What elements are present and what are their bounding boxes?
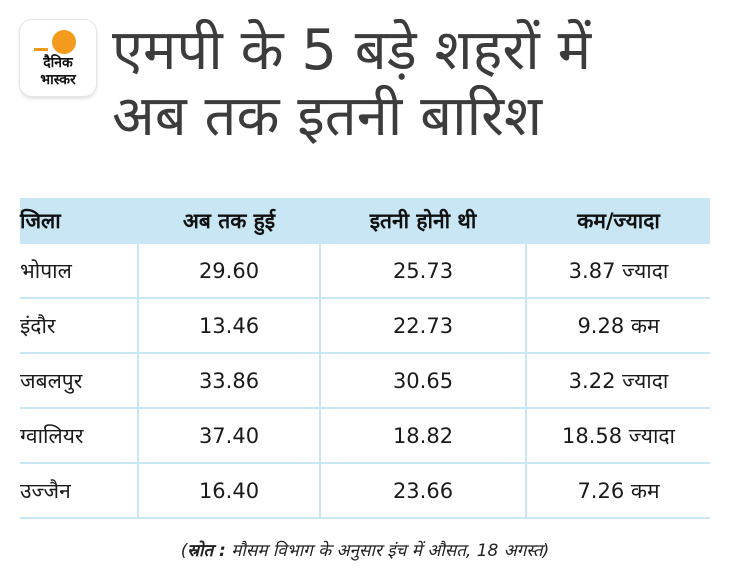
dainik-bhaskar-logo: दैनिक भास्कर: [20, 20, 96, 96]
received-cell: 33.86: [137, 353, 320, 408]
header-expected: इतनी होनी थी: [319, 198, 526, 244]
source-footnote: (स्रोत : मौसम विभाग के अनुसार इंच में औस…: [180, 541, 550, 561]
district-cell: उज्जैन: [20, 478, 71, 503]
logo-line1: दैनिक: [42, 54, 74, 71]
sun-icon: [52, 30, 76, 54]
table-row: उज्जैन 16.40 23.66 7.26 कम: [20, 463, 710, 518]
title-line-2: अब तक इतनी बारिश: [112, 84, 543, 149]
district-cell: इंदौर: [20, 313, 56, 338]
district-cell: जबलपुर: [20, 368, 83, 393]
received-cell: 37.40: [137, 408, 320, 463]
district-cell: भोपाल: [20, 258, 72, 283]
received-cell: 13.46: [137, 298, 320, 353]
rainfall-table: जिला अब तक हुई इतनी होनी थी कम/ज्यादा भो…: [20, 198, 710, 519]
header-received: अब तक हुई: [137, 198, 320, 244]
expected-cell: 22.73: [319, 298, 526, 353]
difference-cell: 7.26 कम: [525, 463, 710, 518]
received-cell: 29.60: [137, 244, 320, 298]
received-cell: 16.40: [137, 463, 320, 518]
footnote-label: स्रोत :: [187, 541, 226, 561]
table-row: ग्वालियर 37.40 18.82 18.58 ज्यादा: [20, 408, 710, 463]
header-difference: कम/ज्यादा: [525, 198, 710, 244]
page-title: एमपी के 5 बड़े शहरों में अब तक इतनी बारि…: [112, 18, 712, 150]
expected-cell: 18.82: [319, 408, 526, 463]
table-row: भोपाल 29.60 25.73 3.87 ज्यादा: [20, 244, 710, 298]
title-line-1: एमपी के 5 बड़े शहरों में: [112, 18, 592, 83]
expected-cell: 23.66: [319, 463, 526, 518]
expected-cell: 25.73: [319, 244, 526, 298]
difference-cell: 9.28 कम: [525, 298, 710, 353]
logo-graphic: दैनिक भास्कर: [34, 30, 77, 88]
difference-cell: 3.22 ज्यादा: [525, 353, 710, 408]
footnote-text: मौसम विभाग के अनुसार इंच में औसत, 18 अगस…: [231, 541, 543, 561]
difference-cell: 3.87 ज्यादा: [525, 244, 710, 298]
table-header-row: जिला अब तक हुई इतनी होनी थी कम/ज्यादा: [20, 198, 710, 244]
district-cell: ग्वालियर: [20, 423, 84, 448]
header-district: जिला: [20, 198, 138, 244]
difference-cell: 18.58 ज्यादा: [525, 408, 710, 463]
table-row: जबलपुर 33.86 30.65 3.22 ज्यादा: [20, 353, 710, 408]
table-row: इंदौर 13.46 22.73 9.28 कम: [20, 298, 710, 353]
logo-line2: भास्कर: [40, 72, 77, 88]
expected-cell: 30.65: [319, 353, 526, 408]
